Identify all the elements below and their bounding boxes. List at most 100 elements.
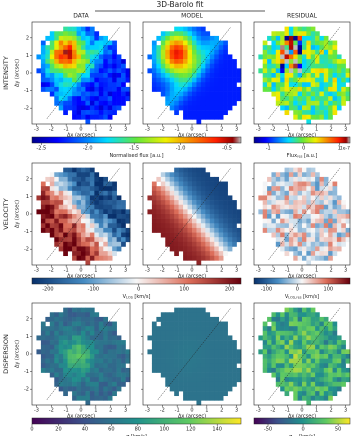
map-pixel xyxy=(333,92,338,97)
map-pixel xyxy=(302,326,307,331)
map-pixel xyxy=(165,101,170,106)
x-tick-label: -3 xyxy=(256,408,261,414)
map-pixel xyxy=(346,349,351,354)
map-pixel xyxy=(85,396,90,401)
map-pixel xyxy=(147,209,152,214)
map-pixel xyxy=(263,200,268,205)
map-pixel xyxy=(298,391,303,396)
map-pixel xyxy=(205,45,210,50)
map-pixel xyxy=(214,349,219,354)
map-pixel xyxy=(263,209,268,214)
map-pixel xyxy=(324,45,329,50)
map-pixel xyxy=(333,87,338,92)
map-pixel xyxy=(174,205,179,210)
map-pixel xyxy=(319,233,324,238)
map-pixel xyxy=(99,349,104,354)
x-tick-label: 2 xyxy=(109,127,112,133)
colorbar-label-main: Normalised flux [a.u.] xyxy=(109,153,163,159)
colorbar-tick-label: 0 xyxy=(302,146,305,152)
map-pixel xyxy=(337,200,342,205)
map-pixel xyxy=(188,186,193,191)
map-pixel xyxy=(201,54,206,59)
map-pixel xyxy=(152,73,157,78)
map-pixel xyxy=(161,373,166,378)
map-pixel xyxy=(210,186,215,191)
map-pixel xyxy=(41,223,46,228)
map-pixel xyxy=(90,27,95,32)
map-pixel xyxy=(276,101,281,106)
map-pixel xyxy=(271,209,276,214)
map-pixel xyxy=(90,54,95,59)
map-pixel xyxy=(306,228,311,233)
map-pixel xyxy=(81,214,86,219)
map-pixel xyxy=(306,195,311,200)
map-pixel xyxy=(315,182,320,187)
map-pixel xyxy=(232,82,237,87)
map-pixel xyxy=(161,359,166,364)
map-pixel xyxy=(293,373,298,378)
map-pixel xyxy=(85,186,90,191)
map-pixel xyxy=(85,326,90,331)
map-pixel xyxy=(90,349,95,354)
map-pixel xyxy=(126,349,131,354)
map-pixel xyxy=(306,168,311,173)
map-pixel xyxy=(298,256,303,261)
map-pixel xyxy=(94,110,99,115)
map-pixel xyxy=(302,31,307,36)
map-pixel xyxy=(341,209,346,214)
map-pixel xyxy=(188,50,193,55)
map-pixel xyxy=(103,377,108,382)
map-pixel xyxy=(174,335,179,340)
map-pixel xyxy=(99,78,104,83)
map-pixel xyxy=(333,205,338,210)
map-pixel xyxy=(196,172,201,177)
map-pixel xyxy=(237,96,242,101)
map-pixel xyxy=(333,386,338,391)
map-pixel xyxy=(298,186,303,191)
map-pixel xyxy=(276,200,281,205)
map-pixel xyxy=(263,59,268,64)
map-pixel xyxy=(223,214,228,219)
map-pixel xyxy=(319,110,324,115)
map-pixel xyxy=(201,322,206,327)
map-pixel xyxy=(223,105,228,110)
map-pixel xyxy=(192,246,197,251)
map-pixel xyxy=(298,82,303,87)
map-pixel xyxy=(174,214,179,219)
map-pixel xyxy=(232,73,237,78)
map-pixel xyxy=(271,317,276,322)
map-pixel xyxy=(315,373,320,378)
map-pixel xyxy=(72,168,77,173)
map-pixel xyxy=(121,219,126,224)
map-pixel xyxy=(337,54,342,59)
map-pixel xyxy=(328,349,333,354)
map-pixel xyxy=(174,386,179,391)
map-pixel xyxy=(302,331,307,336)
map-pixel xyxy=(183,41,188,46)
x-tick-label: 2 xyxy=(329,127,332,133)
map-pixel xyxy=(341,73,346,78)
map-pixel xyxy=(298,331,303,336)
map-pixel xyxy=(161,68,166,73)
map-pixel xyxy=(72,182,77,187)
map-pixel xyxy=(81,177,86,182)
map-pixel xyxy=(152,368,157,373)
map-pixel xyxy=(90,115,95,120)
map-pixel xyxy=(280,78,285,83)
map-pixel xyxy=(152,82,157,87)
map-pixel xyxy=(196,363,201,368)
map-pixel xyxy=(183,78,188,83)
map-pixel xyxy=(276,59,281,64)
map-pixel xyxy=(50,312,55,317)
map-pixel xyxy=(77,31,82,36)
map-pixel xyxy=(196,345,201,350)
x-tick-label: -3 xyxy=(145,268,150,274)
map-pixel xyxy=(54,31,59,36)
map-pixel xyxy=(108,354,113,359)
map-pixel xyxy=(50,78,55,83)
map-pixel xyxy=(315,45,320,50)
map-pixel xyxy=(196,177,201,182)
map-pixel xyxy=(179,386,184,391)
map-pixel xyxy=(63,200,68,205)
map-pixel xyxy=(315,246,320,251)
